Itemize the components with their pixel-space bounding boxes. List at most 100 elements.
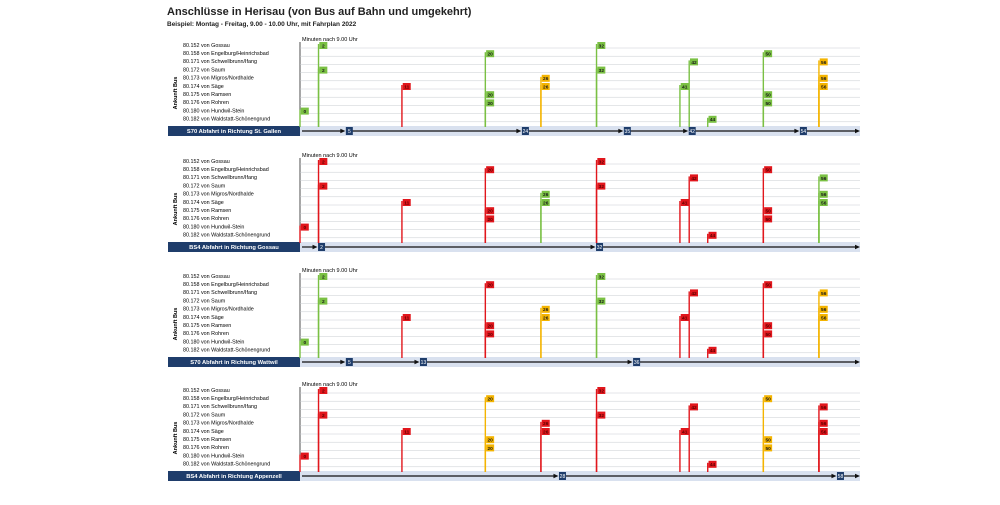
connection-label: 41 [682,200,688,206]
connection-label: 56 [821,76,827,82]
connection-label: 2 [322,274,325,280]
connection-flag [680,199,689,206]
connection-label: 56 [821,421,827,427]
connection-flag [486,215,495,223]
connection-label: 32 [599,274,605,280]
train-tick-label: 35 [625,129,631,135]
row-label: 80.172 von Saum [183,67,226,73]
connection-label: 20 [487,101,493,107]
train-tick-label: 24 [523,129,529,135]
connection-label: 20 [487,324,493,330]
connection-label: 42 [691,405,697,411]
train-tick-label: 28 [560,474,566,480]
row-label: 80.180 von Hundwil-Stein [183,453,244,459]
row-label: 80.152 von Gossau [183,43,230,49]
connection-flag [486,395,495,403]
connection-label: 20 [487,209,493,215]
connection-label: 41 [682,429,688,435]
train-tick-label: 58 [838,474,844,480]
connection-flag [819,199,828,206]
connection-flag [541,314,550,321]
connection-label: 26 [543,84,549,90]
connection-label: 50 [765,397,771,403]
connection-label: 50 [765,446,771,452]
row-label: 80.175 von Ramsen [183,323,231,329]
row-label: 80.182 von Waldstatt-Schönengrund [183,233,270,239]
train-label-box [168,126,300,136]
connection-label: 56 [821,405,827,411]
train-arrow-head [312,244,318,250]
train-tick-label: 36 [634,360,640,366]
connection-flag [690,289,698,297]
connection-label: 26 [543,76,549,82]
train-tick-box [623,127,631,135]
train-arrow-head [855,473,860,479]
row-label: 80.175 von Ramsen [183,208,231,214]
connection-flag [764,330,773,338]
row-label: 80.158 von Engelburg/Heinrichsbad [183,51,269,57]
connection-label: 26 [543,307,549,313]
train-arrow-head [618,128,624,134]
train-label-box [168,242,300,252]
row-label: 80.174 von Säge [183,84,224,90]
row-label: 80.173 von Migros/Nordhalde [183,421,254,427]
connection-flag [764,166,773,174]
connection-flag [690,174,698,182]
train-tick-box [419,358,427,366]
row-label: 80.175 von Ramsen [183,92,231,98]
connection-label: 50 [765,332,771,338]
connection-label: 50 [765,209,771,215]
connection-flag [764,215,773,223]
train-tick-label: 5 [348,129,351,135]
connection-flag [541,74,550,82]
row-label: 80.180 von Hundwil-Stein [183,224,244,230]
train-tick-box [596,243,604,251]
y-axis-label: Ankunft Bus [173,193,179,226]
x-axis-label: Minuten nach 9.00 Uhr [302,382,358,388]
connection-flag [764,207,773,215]
connection-label: 20 [487,168,493,174]
y-axis-label: Ankunft Bus [173,308,179,341]
connection-flag [764,395,773,403]
row-label: 80.152 von Gossau [183,274,230,280]
row-label: 80.174 von Säge [183,429,224,435]
connection-label: 0 [303,454,306,460]
row-label: 80.182 von Waldstatt-Schönengrund [183,348,270,354]
connection-flag [486,436,495,444]
connection-label: 32 [599,68,605,74]
connection-label: 50 [765,283,771,289]
connection-label: 50 [765,101,771,107]
connection-label: 32 [599,388,605,394]
page-subtitle: Beispiel: Montag - Freitag, 9.00 - 10.00… [167,21,357,28]
connection-label: 2 [322,184,325,190]
connection-flag [486,322,495,330]
connection-flag [819,419,828,427]
row-label: 80.171 von Schwellbrunn/Ifang [183,59,257,65]
row-label: 80.180 von Hundwil-Stein [183,108,244,114]
train-tick-label: 13 [421,360,427,366]
connection-label: 56 [821,176,827,182]
connection-flag [319,42,328,49]
connection-label: 0 [303,225,306,231]
train-tick-box [633,358,641,366]
connection-flag [541,305,550,313]
train-tick-label: 2 [320,245,323,251]
connection-label: 42 [691,60,697,66]
train-label: S70 Abfahrt in Richtung St. Gallen [187,129,282,135]
connection-label: 20 [487,332,493,338]
row-label: 80.172 von Saum [183,298,226,304]
connection-flag [764,281,773,289]
connection-label: 44 [710,233,716,239]
row-label: 80.174 von Säge [183,315,224,321]
connection-flag [486,50,495,58]
connection-flag [402,199,411,206]
connection-flag [597,158,606,165]
train-arrow-head [340,359,346,365]
train-label-box [168,471,300,481]
train-label: BS4 Abfahrt in Richtung Gossau [189,245,279,251]
connection-label: 20 [487,397,493,403]
row-label: 80.173 von Migros/Nordhalde [183,76,254,82]
connection-flag [708,346,717,354]
connection-label: 26 [543,315,549,321]
